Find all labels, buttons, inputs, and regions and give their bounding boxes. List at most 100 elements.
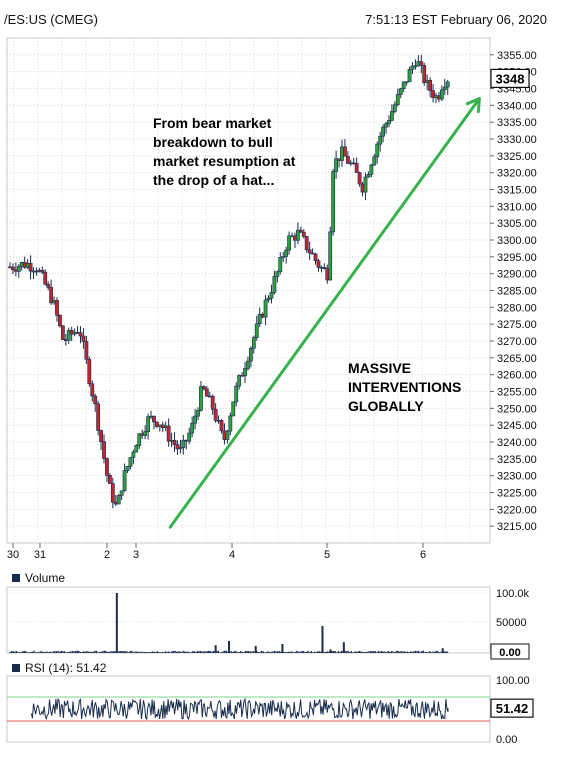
candle-body — [310, 252, 315, 255]
volume-tick-label: 50000 — [496, 617, 527, 629]
candle-body — [46, 283, 51, 288]
candle-body — [243, 368, 247, 377]
price-tick-label: 3285.00 — [497, 286, 537, 298]
price-tick-label: 3335.00 — [497, 117, 537, 129]
candle-body — [445, 81, 450, 88]
trend-arrow — [168, 97, 481, 529]
candle-body — [175, 444, 180, 450]
candle-body — [219, 420, 224, 432]
candle-body — [152, 415, 156, 423]
rsi-value-box — [490, 698, 534, 718]
day-tick-label: 30 — [7, 549, 19, 561]
candle-body — [28, 262, 33, 272]
candle-body — [237, 375, 242, 387]
day-tick-label: 31 — [34, 549, 46, 561]
day-tick-label: 6 — [420, 549, 426, 561]
volume-bars — [9, 593, 449, 653]
candle-body — [99, 430, 103, 442]
candle-body — [43, 271, 48, 285]
candle-body — [401, 81, 406, 90]
candle-body — [431, 90, 435, 98]
price-tick-label: 3220.00 — [497, 504, 537, 516]
candle-body — [225, 430, 230, 440]
candle-body — [34, 270, 39, 273]
price-tick-label: 3290.00 — [497, 269, 537, 281]
candle-body — [193, 415, 197, 424]
candle-body — [254, 323, 259, 338]
candle-body — [301, 231, 306, 237]
candle-body — [407, 69, 412, 83]
last-price-marker: 3348 — [490, 68, 530, 89]
candle-body — [199, 386, 203, 411]
candle-body — [166, 425, 171, 442]
candle-body — [40, 269, 45, 273]
candle-body — [110, 483, 115, 503]
volume-last-label: 0.00 — [499, 647, 520, 659]
candle-body — [387, 120, 391, 125]
candle-body — [116, 495, 121, 505]
candle-body — [428, 80, 433, 91]
price-tick-label: 3270.00 — [497, 336, 537, 348]
rsi-tick-label: 100.00 — [496, 675, 530, 687]
price-tick-label: 3215.00 — [497, 521, 537, 533]
price-tick-label: 3340.00 — [497, 100, 537, 112]
candle-body — [119, 490, 124, 496]
volume-grid — [7, 592, 490, 623]
price-tick-label: 3280.00 — [497, 302, 537, 314]
candle-body — [172, 440, 177, 445]
candle-body — [60, 325, 65, 340]
candle-body — [16, 265, 21, 272]
candle-body — [313, 253, 318, 262]
candle-body — [372, 156, 377, 166]
candle-body — [410, 65, 415, 70]
candle-body — [272, 276, 277, 293]
price-tick-label: 3250.00 — [497, 403, 537, 415]
rsi-value-marker: 51.42 — [490, 698, 534, 718]
price-tick-label: 3240.00 — [497, 437, 537, 449]
candle-body — [201, 386, 206, 390]
candle-body — [107, 475, 112, 484]
candle-body — [11, 266, 15, 271]
price-tick-label: 3300.00 — [497, 235, 537, 247]
candle-body — [439, 89, 444, 100]
candle-body — [190, 422, 195, 434]
candle-body — [328, 231, 333, 281]
candle-body — [354, 163, 359, 173]
price-x-axis: 30 31 2 3 4 5 6 — [7, 543, 426, 561]
candle-body — [96, 403, 101, 431]
candle-body — [187, 432, 192, 442]
price-y-axis: 3215.00 3220.00 3225.00 3230.00 3235.00 3240.… — [490, 50, 537, 533]
candle-body — [281, 256, 286, 258]
candle-body — [296, 229, 300, 241]
candle-body — [231, 401, 236, 417]
price-tick-label: 3230.00 — [497, 471, 537, 483]
candle-body — [307, 249, 312, 254]
candle-body — [58, 315, 62, 327]
candle-body — [105, 458, 109, 476]
candle-body — [404, 81, 409, 84]
candle-body — [143, 431, 148, 436]
rsi-line — [30, 697, 449, 721]
candle-body — [249, 347, 253, 362]
trend-arrow-shaft — [168, 97, 481, 529]
price-grid — [7, 38, 490, 543]
candle-body — [181, 439, 186, 448]
price-tick-label: 3310.00 — [497, 201, 537, 213]
price-candles — [8, 54, 450, 509]
candle-body — [102, 441, 106, 459]
candle-body — [287, 235, 291, 251]
candle-body — [269, 292, 274, 299]
rsi-tick-label: 0.00 — [496, 734, 517, 746]
candle-body — [87, 358, 92, 385]
day-tick-label: 3 — [133, 549, 139, 561]
candle-body — [322, 267, 327, 269]
candle-body — [196, 410, 200, 417]
candle-body — [49, 287, 54, 304]
candle-body — [363, 176, 368, 193]
rsi-path — [30, 697, 449, 721]
price-tick-label: 3330.00 — [497, 134, 537, 146]
chart-timestamp: 7:51:13 EST February 06, 2020 — [365, 12, 547, 27]
candle-body — [204, 388, 209, 397]
volume-legend-swatch — [12, 574, 20, 582]
candle-body — [316, 260, 321, 268]
